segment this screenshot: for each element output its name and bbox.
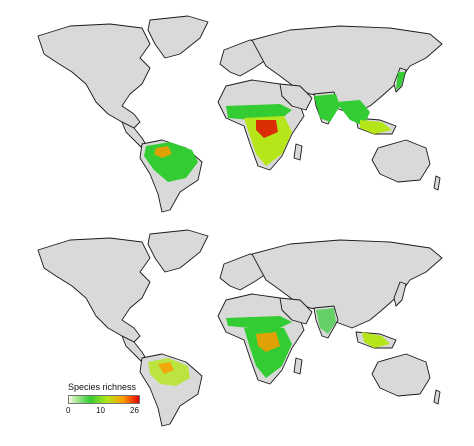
species-map-bottom xyxy=(30,228,446,428)
arabia xyxy=(279,297,313,325)
richness-india-scattered xyxy=(316,308,336,334)
australia xyxy=(371,139,431,183)
japan xyxy=(393,281,407,307)
legend-color-bar xyxy=(68,395,140,404)
legend-tick-min: 0 xyxy=(66,406,71,415)
australia xyxy=(371,353,431,397)
greenland xyxy=(147,229,209,273)
north-america xyxy=(37,237,151,343)
richness-amazon-hotspot xyxy=(154,146,172,158)
new-zealand xyxy=(433,389,441,405)
madagascar xyxy=(293,143,303,161)
arabia xyxy=(279,83,313,111)
world-map-svg-top xyxy=(37,15,443,213)
richness-southeast-asia xyxy=(336,100,370,126)
richness-central-africa xyxy=(244,328,292,378)
species-richness-legend: Species richness 0 10 26 xyxy=(66,382,168,416)
legend-ticks: 0 10 26 xyxy=(66,404,168,416)
richness-amazon-hotspot xyxy=(158,362,174,374)
richness-indonesia xyxy=(360,120,392,134)
greenland xyxy=(147,15,209,59)
world-map-svg-bottom xyxy=(37,229,443,427)
richness-overlay xyxy=(148,308,390,386)
richness-sahel-belt xyxy=(226,316,292,328)
north-america xyxy=(37,23,151,129)
richness-congo-hotspot xyxy=(256,332,280,352)
madagascar xyxy=(293,357,303,375)
richness-india xyxy=(314,94,340,122)
legend-title: Species richness xyxy=(68,382,137,392)
richness-congo-hotspot xyxy=(256,120,278,138)
richness-japan xyxy=(396,72,405,90)
richness-southeast-asia xyxy=(362,332,390,348)
species-map-top xyxy=(30,14,446,214)
richness-overlay xyxy=(144,72,405,182)
legend-tick-max: 26 xyxy=(130,406,139,415)
new-zealand xyxy=(433,175,441,191)
richness-sahel-belt xyxy=(226,104,292,120)
legend-tick-mid: 10 xyxy=(96,406,105,415)
